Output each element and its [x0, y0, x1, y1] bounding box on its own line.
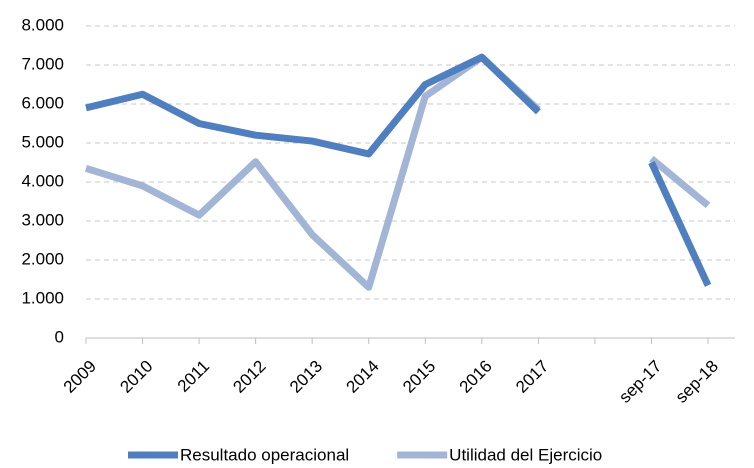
y-tick-label: 5.000 — [21, 132, 64, 151]
y-tick-label: 0 — [55, 327, 64, 346]
y-tick-label: 1.000 — [21, 288, 64, 307]
x-tick-label: sep-18 — [672, 357, 722, 407]
x-tick-label: 2012 — [229, 357, 269, 397]
series-line — [84, 53, 711, 291]
y-tick-label: 2.000 — [21, 249, 64, 268]
x-tick-label: 2015 — [399, 357, 439, 397]
x-tick-label: 2010 — [116, 357, 156, 397]
y-tick-label: 3.000 — [21, 210, 64, 229]
y-tick-label: 4.000 — [21, 171, 64, 190]
y-tick-label: 6.000 — [21, 93, 64, 112]
x-tick-label: 2014 — [343, 357, 383, 397]
x-tick-label: 2016 — [456, 357, 496, 397]
legend-label: Utilidad del Ejercicio — [449, 445, 602, 464]
y-tick-label: 8.000 — [21, 15, 64, 34]
legend-label: Resultado operacional — [180, 445, 349, 464]
y-tick-label: 7.000 — [21, 54, 64, 73]
x-tick-label: 2017 — [512, 357, 552, 397]
x-tick-label: sep-17 — [615, 357, 665, 407]
x-tick-label: 2011 — [174, 357, 213, 396]
series-line — [85, 53, 712, 287]
x-tick-label: 2009 — [60, 357, 100, 397]
x-tick-label: 2013 — [286, 357, 326, 397]
